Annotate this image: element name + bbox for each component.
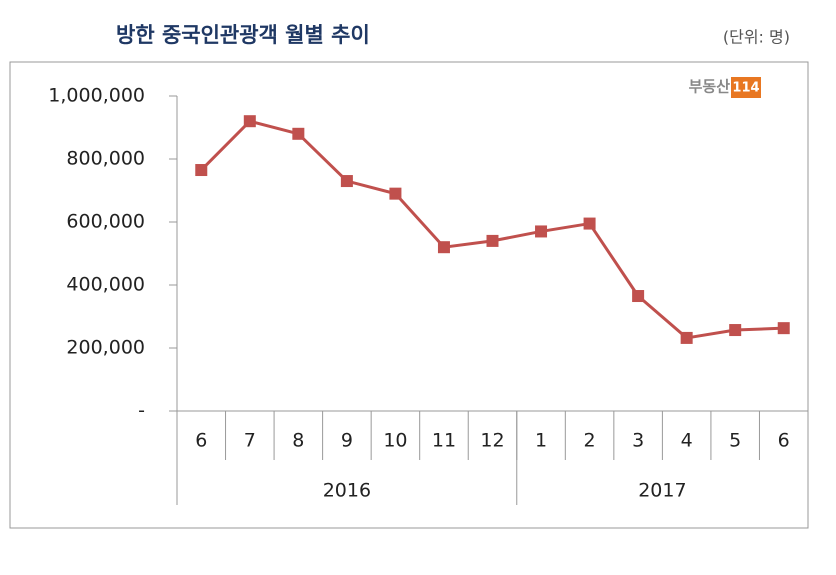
point-marker <box>243 115 256 128</box>
x-tick-label: 4 <box>681 430 693 452</box>
y-tick-label: - <box>138 400 145 422</box>
point-marker <box>340 175 353 188</box>
series-line <box>200 119 784 340</box>
x-tick-label: 7 <box>244 430 256 452</box>
logo-badge: 114 <box>732 81 759 96</box>
x-tick-label: 12 <box>480 430 504 452</box>
chart-title: 방한 중국인관광객 월별 추이 <box>116 23 370 47</box>
y-tick-label: 200,000 <box>66 337 145 359</box>
x-tick-label: 6 <box>778 430 790 452</box>
point-marker <box>535 225 548 238</box>
x-tick-label: 1 <box>535 430 547 452</box>
y-tick-label: 400,000 <box>66 274 145 296</box>
x-tick-label: 6 <box>195 430 207 452</box>
x-tick-label: 9 <box>341 430 353 452</box>
logo-badge-box <box>731 77 761 98</box>
point-marker <box>389 187 402 200</box>
point-marker <box>632 290 645 303</box>
point-marker <box>292 127 305 140</box>
x-tick-label: 2 <box>584 430 596 452</box>
point-marker <box>777 322 790 335</box>
y-tick-label: 1,000,000 <box>48 85 145 107</box>
point-marker <box>486 234 499 247</box>
x-tick-label: 5 <box>729 430 741 452</box>
point-marker <box>195 164 208 177</box>
point-marker <box>680 331 693 344</box>
point-marker <box>729 324 742 337</box>
x-group-label: 2016 <box>323 480 371 502</box>
y-tick-label: 600,000 <box>66 211 145 233</box>
x-tick-label: 8 <box>292 430 304 452</box>
x-tick-label: 11 <box>432 430 456 452</box>
x-tick-label: 10 <box>383 430 407 452</box>
point-marker <box>437 241 450 254</box>
y-tick-label: 800,000 <box>66 148 145 170</box>
point-marker <box>583 217 596 230</box>
x-group-label: 2017 <box>638 480 686 502</box>
logo-text: 부동산 <box>689 78 731 96</box>
x-tick-label: 3 <box>632 430 644 452</box>
unit-note: (단위: 명) <box>723 28 790 47</box>
plot-frame <box>9 61 809 529</box>
